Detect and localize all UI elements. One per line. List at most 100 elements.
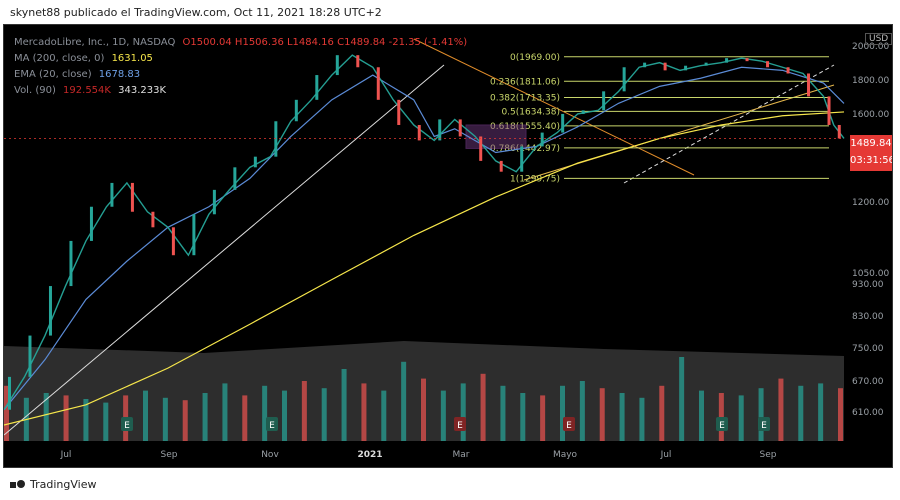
x-tick-label: Nov — [261, 450, 279, 460]
volume-bar — [182, 400, 188, 441]
price-candle — [807, 73, 811, 97]
volume-bar — [262, 385, 268, 441]
volume-bar — [103, 402, 109, 441]
earnings-marker-icon — [266, 417, 278, 431]
volume-bar — [381, 390, 387, 441]
fib-level-label: 0.5(1634.38) — [501, 107, 560, 117]
volume-bar — [579, 381, 585, 441]
price-candle — [48, 286, 52, 336]
x-tick-label: Sep — [760, 450, 777, 460]
price-candle — [827, 96, 831, 125]
volume-bar — [659, 385, 665, 441]
volume-bar — [778, 378, 784, 441]
price-candle — [745, 58, 749, 62]
price-candle — [704, 62, 708, 66]
volume-bar — [421, 378, 426, 441]
volume-bar — [480, 373, 486, 441]
price-candle — [499, 160, 503, 172]
price-candle — [479, 136, 483, 161]
ohlc-values: O1500.04 H1506.36 L1484.16 C1489.84 -21.… — [182, 37, 468, 48]
volume-bar — [619, 393, 625, 441]
legend-row-ma: MA (200, close, 0) 1631.05 — [14, 51, 471, 67]
price-candle — [684, 65, 688, 71]
fib-level-label: 0(1969.00) — [510, 53, 560, 63]
fib-level-label: 0.382(1713.35) — [490, 94, 560, 104]
x-tick-label: Mayo — [553, 450, 578, 460]
footer[interactable]: TradingView — [10, 478, 96, 491]
earnings-marker-icon — [716, 417, 728, 431]
price-candle — [69, 240, 73, 287]
volume-bar — [202, 393, 208, 441]
y-tick-label: 830.00 — [852, 312, 884, 322]
vol-value-2: 343.233K — [118, 85, 167, 96]
earnings-marker-icon — [454, 417, 466, 431]
volume-bar — [143, 390, 148, 441]
chart-frame[interactable]: 0(1969.00) 0.236(1811.06) 0.382(1713.35) 0.… — [3, 24, 893, 468]
price-candle — [110, 182, 114, 207]
footer-brand: TradingView — [30, 478, 97, 491]
earnings-marker-label: E — [457, 421, 463, 431]
price-candle — [233, 167, 237, 190]
volume-bar — [83, 399, 89, 441]
chart-canvas[interactable]: 0(1969.00) 0.236(1811.06) 0.382(1713.35) 0.… — [4, 25, 892, 467]
y-tick-label: 1600.00 — [852, 110, 889, 120]
symbol-label: MercadoLibre, Inc., 1D, NASDAQ — [14, 37, 176, 48]
x-tick-label: 2021 — [357, 450, 382, 460]
y-tick-label: 610.00 — [852, 408, 884, 418]
price-candle — [663, 62, 667, 71]
current-price-badge: 1489.84 03:31:56 — [850, 135, 892, 171]
volume-bar — [699, 390, 704, 441]
earnings-marker-icon — [563, 417, 575, 431]
earnings-marker-label: E — [566, 421, 572, 431]
volume-bar — [222, 383, 228, 441]
volume-bar — [4, 385, 9, 441]
price-candle — [130, 182, 134, 212]
vol-value-1: 192.554K — [63, 85, 111, 96]
volume-bar — [162, 397, 168, 441]
price-candle — [151, 211, 155, 228]
volume-bar — [440, 390, 446, 441]
x-tick-label: Jul — [60, 450, 72, 460]
price-candle — [837, 124, 841, 139]
volume-bar — [818, 383, 824, 441]
price-candle — [253, 156, 257, 168]
price-candle — [561, 113, 565, 133]
y-tick-label: 2000.00 — [852, 42, 889, 52]
tradingview-logo-icon — [10, 479, 26, 490]
volume-bar — [43, 393, 49, 441]
y-tick-label: 670.00 — [852, 377, 884, 387]
volume-bar — [500, 385, 506, 441]
y-tick-label: 1050.00 — [852, 269, 889, 279]
price-candle — [274, 121, 278, 157]
price-candle — [171, 227, 175, 256]
price-candle — [89, 206, 93, 241]
earnings-marker-label: E — [269, 421, 275, 431]
price-candle — [315, 75, 319, 100]
price-candle — [520, 146, 524, 172]
fib-level-label: 0.786(1442.97) — [490, 144, 560, 154]
ema-value: 1678.83 — [98, 69, 141, 80]
downtrend-line — [413, 38, 695, 176]
volume-bar — [758, 388, 764, 441]
price-candle — [725, 58, 729, 63]
volume-bar — [599, 388, 605, 441]
volume-bar — [639, 397, 645, 441]
y-tick-label: 1800.00 — [852, 76, 889, 86]
price-candle — [602, 91, 606, 111]
legend-row-vol: Vol. (90) 192.554K 343.233K — [14, 83, 471, 99]
volume-bar — [361, 383, 367, 441]
price-candle — [786, 67, 790, 74]
volume-bar — [460, 383, 466, 441]
price-candle — [376, 67, 380, 100]
y-tick-label: 750.00 — [852, 344, 884, 354]
ma-label: MA (200, close, 0) — [14, 53, 105, 64]
price-candle — [192, 214, 196, 256]
x-tick-label: Jul — [660, 450, 672, 460]
vol-label: Vol. (90) — [14, 85, 56, 96]
price-candle — [397, 99, 401, 125]
ma-value: 1631.05 — [111, 53, 153, 64]
price-candle — [28, 335, 32, 377]
volume-bar — [679, 357, 685, 441]
currency-label[interactable]: USD — [865, 33, 892, 45]
volume-bar — [838, 388, 843, 441]
